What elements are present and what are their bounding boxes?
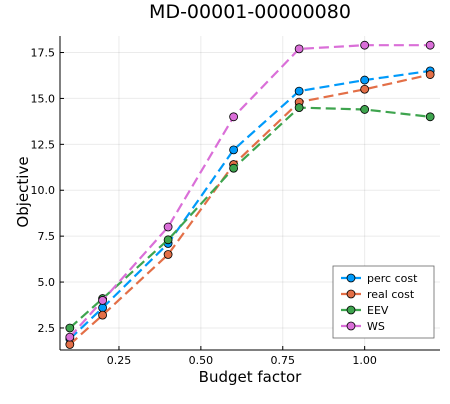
legend-item-ws: WS (341, 320, 385, 333)
grid (60, 36, 440, 350)
x-axis-label: Budget factor (199, 368, 302, 386)
x-tick-label: 0.75 (271, 354, 296, 367)
data-point-real-cost (163, 250, 173, 259)
data-point-real-cost (65, 340, 75, 349)
data-point-perc-cost (98, 303, 107, 313)
data-point-ws (65, 332, 75, 342)
data-point-eev (163, 235, 173, 245)
data-point-ws (229, 112, 239, 122)
y-tick-label: 2.5 (38, 322, 56, 335)
legend-marker (346, 321, 356, 331)
legend-marker (346, 273, 356, 283)
data-point-real-cost (98, 310, 107, 320)
axes: 0.25 0.50 0.75 1.00 2.5 5.0 7.5 10.0 12.5 15.0 17.… (31, 36, 440, 367)
x-tick-label: 0.50 (189, 354, 214, 367)
data-point-eev (425, 112, 435, 122)
data-point-ws (360, 40, 370, 50)
legend-item-real-cost: real cost (341, 288, 415, 301)
legend-item-perc-cost: perc cost (341, 272, 418, 285)
legend-label: EEV (367, 304, 389, 317)
data-point-perc-cost (360, 75, 370, 85)
data-point-ws (163, 222, 173, 232)
y-tick-label: 17.5 (31, 47, 56, 60)
series-layer (65, 40, 435, 349)
data-point-ws (294, 44, 304, 54)
data-point-perc-cost (229, 145, 239, 155)
x-tick-label: 0.25 (107, 354, 132, 367)
chart-title: MD-00001-00000080 (149, 1, 351, 23)
x-tick-label: 1.00 (352, 354, 377, 367)
data-point-ws (425, 40, 435, 50)
data-point-eev (360, 105, 370, 114)
legend-label: real cost (367, 288, 415, 301)
y-tick-label: 7.5 (38, 230, 56, 243)
legend-marker (346, 305, 356, 315)
data-point-real-cost (425, 70, 435, 79)
data-point-perc-cost (294, 86, 304, 96)
legend-label: perc cost (367, 272, 418, 285)
legend: perc cost real cost EEV WS (332, 265, 435, 339)
legend-label: WS (367, 320, 385, 333)
y-tick-label: 15.0 (31, 92, 56, 105)
data-point-eev (65, 323, 75, 333)
y-axis-label: Objective (14, 156, 32, 227)
series-ws (65, 40, 435, 342)
series-eev (65, 103, 435, 333)
data-point-eev (229, 163, 239, 173)
y-tick-label: 12.5 (31, 138, 56, 151)
data-point-real-cost (360, 84, 370, 94)
y-tick-label: 5.0 (38, 276, 56, 289)
y-tick-label: 10.0 (31, 184, 56, 197)
legend-marker (346, 289, 356, 299)
legend-item-eev: EEV (341, 304, 389, 317)
data-point-ws (98, 296, 107, 305)
data-point-eev (294, 103, 304, 113)
